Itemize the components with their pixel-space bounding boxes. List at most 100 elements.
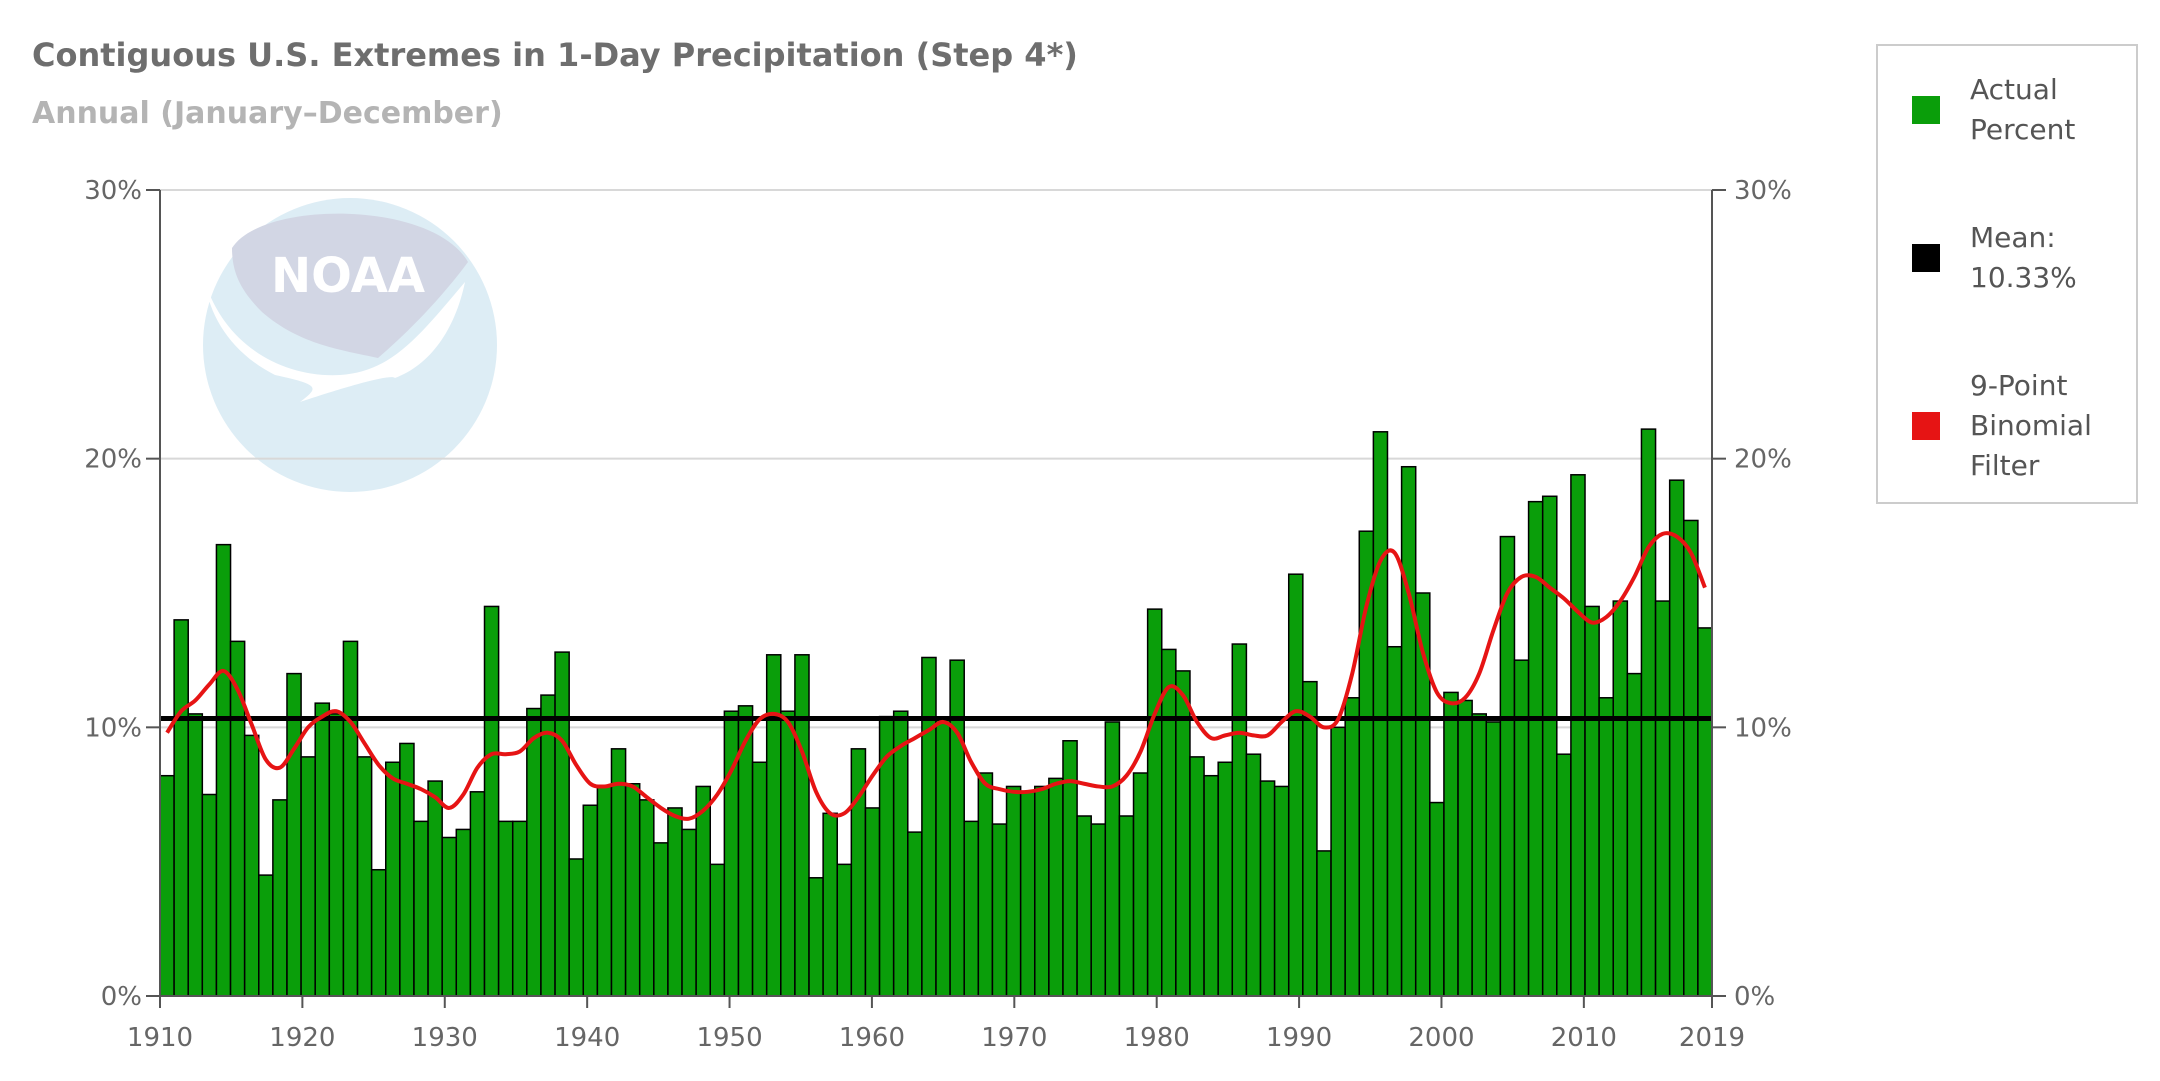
bar[interactable]	[272, 799, 288, 997]
bar[interactable]	[653, 842, 669, 997]
bar[interactable]	[1118, 815, 1135, 997]
bar[interactable]	[483, 605, 500, 997]
bar[interactable]	[977, 772, 994, 997]
bar[interactable]	[511, 820, 528, 997]
bar[interactable]	[1217, 761, 1234, 997]
bar[interactable]	[568, 858, 585, 997]
bar[interactable]	[187, 713, 204, 997]
bar[interactable]	[1132, 772, 1149, 997]
bar[interactable]	[1443, 691, 1459, 997]
bar[interactable]	[384, 761, 401, 997]
bar[interactable]	[427, 780, 443, 997]
bar[interactable]	[1146, 608, 1163, 997]
bar[interactable]	[554, 651, 570, 997]
bar[interactable]	[935, 718, 951, 997]
bar[interactable]	[850, 748, 867, 997]
bar[interactable]	[540, 694, 556, 997]
bar[interactable]	[921, 656, 937, 997]
bar[interactable]	[1034, 785, 1050, 997]
bar[interactable]	[1273, 785, 1290, 997]
bar[interactable]	[794, 654, 810, 997]
bar[interactable]	[1231, 643, 1248, 997]
bar[interactable]	[1259, 780, 1276, 997]
legend-item-binomial-filter[interactable]: 9-Point Binomial Filter	[1912, 366, 2120, 486]
bar[interactable]	[780, 710, 796, 997]
bar[interactable]	[596, 785, 613, 997]
bar[interactable]	[949, 659, 965, 997]
bar[interactable]	[624, 783, 641, 997]
bar[interactable]	[1330, 726, 1346, 997]
bar[interactable]	[1019, 791, 1036, 997]
bar[interactable]	[1005, 785, 1022, 997]
bar[interactable]	[1570, 474, 1586, 997]
bar[interactable]	[1316, 850, 1332, 997]
bar[interactable]	[1640, 428, 1657, 997]
bar[interactable]	[765, 654, 782, 997]
bar[interactable]	[695, 785, 712, 997]
bar[interactable]	[526, 707, 542, 997]
bar[interactable]	[1090, 823, 1107, 997]
bar[interactable]	[1400, 465, 1417, 997]
bar[interactable]	[497, 820, 514, 997]
bar[interactable]	[723, 710, 740, 997]
bar[interactable]	[681, 828, 697, 997]
bar[interactable]	[1302, 680, 1318, 997]
bar[interactable]	[1471, 713, 1488, 997]
bar[interactable]	[907, 831, 923, 997]
bar[interactable]	[201, 793, 218, 997]
bar[interactable]	[638, 799, 655, 997]
bar[interactable]	[441, 836, 458, 997]
bar[interactable]	[808, 877, 824, 997]
bar[interactable]	[300, 756, 316, 997]
bar[interactable]	[1668, 479, 1685, 997]
legend-item-actual-percent[interactable]: Actual Percent	[1912, 70, 2120, 150]
bar[interactable]	[159, 774, 175, 997]
bar[interactable]	[342, 640, 359, 997]
bar[interactable]	[1062, 740, 1078, 997]
bar[interactable]	[1541, 495, 1558, 997]
bar[interactable]	[1457, 699, 1473, 997]
bar[interactable]	[1612, 600, 1629, 997]
bar[interactable]	[1386, 645, 1403, 997]
bar[interactable]	[1160, 648, 1177, 997]
bar[interactable]	[286, 672, 302, 997]
bar[interactable]	[751, 761, 768, 997]
bar[interactable]	[258, 874, 274, 997]
bar[interactable]	[582, 804, 599, 997]
bar[interactable]	[1598, 697, 1614, 997]
bar[interactable]	[1626, 672, 1643, 997]
bar[interactable]	[963, 820, 980, 997]
bar[interactable]	[822, 812, 838, 997]
bar[interactable]	[1654, 600, 1671, 997]
bar[interactable]	[892, 710, 909, 997]
bar[interactable]	[229, 640, 246, 997]
bar[interactable]	[455, 828, 472, 997]
bar[interactable]	[1485, 721, 1502, 997]
bar[interactable]	[1287, 573, 1304, 997]
bar[interactable]	[1189, 756, 1205, 997]
bar[interactable]	[328, 713, 345, 997]
bar[interactable]	[1048, 777, 1064, 997]
bar[interactable]	[836, 863, 853, 997]
bar[interactable]	[1203, 774, 1219, 997]
bar[interactable]	[991, 823, 1008, 997]
legend-item-mean[interactable]: Mean: 10.33%	[1912, 218, 2120, 298]
bar[interactable]	[469, 791, 486, 997]
bar[interactable]	[667, 807, 683, 997]
bar[interactable]	[1245, 753, 1262, 997]
bar[interactable]	[173, 619, 189, 997]
bar[interactable]	[314, 702, 331, 997]
bar[interactable]	[1556, 753, 1572, 997]
bar[interactable]	[1104, 721, 1121, 997]
bar[interactable]	[1372, 431, 1389, 997]
bar[interactable]	[1697, 627, 1713, 997]
bar[interactable]	[413, 820, 429, 997]
bar[interactable]	[709, 863, 726, 997]
bar[interactable]	[1683, 519, 1699, 997]
bar[interactable]	[864, 807, 881, 997]
bar[interactable]	[1513, 659, 1530, 997]
bar[interactable]	[1584, 605, 1600, 997]
bar[interactable]	[1076, 815, 1092, 997]
bar[interactable]	[243, 734, 260, 997]
bar[interactable]	[370, 868, 387, 997]
